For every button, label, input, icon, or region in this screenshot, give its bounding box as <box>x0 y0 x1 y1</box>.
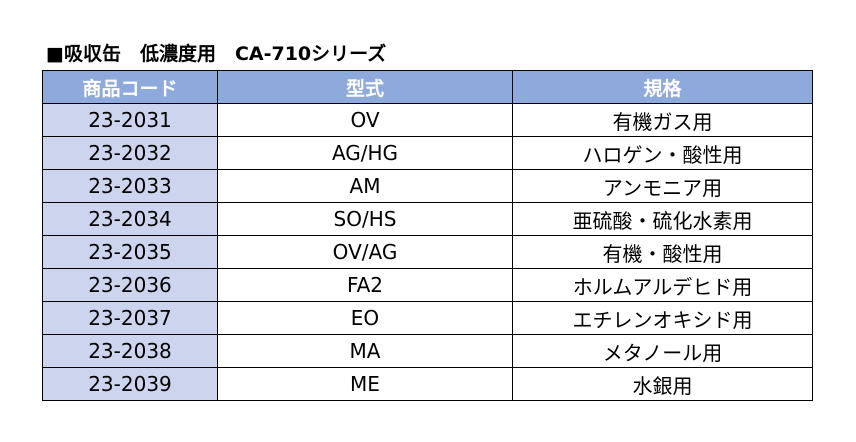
header-product-code: 商品コード <box>42 70 218 104</box>
model-cell: MA <box>217 334 513 368</box>
spec-cell: メタノール用 <box>512 334 813 368</box>
product-code-cell: 23-2033 <box>42 169 218 203</box>
spec-cell: アンモニア用 <box>512 169 813 203</box>
table-row: 23-2032 AG/HG ハロゲン・酸性用 <box>42 136 813 170</box>
table-row: 23-2035 OV/AG 有機・酸性用 <box>42 235 813 269</box>
table-row: 23-2039 ME 水銀用 <box>42 367 813 401</box>
table-row: 23-2034 SO/HS 亜硫酸・硫化水素用 <box>42 202 813 236</box>
product-code-cell: 23-2036 <box>42 268 218 302</box>
product-table: 商品コード 型式 規格 23-2031 OV 有機ガス用 23-2032 AG/… <box>42 70 813 401</box>
table-row: 23-2038 MA メタノール用 <box>42 334 813 368</box>
model-cell: AG/HG <box>217 136 513 170</box>
product-code-cell: 23-2032 <box>42 136 218 170</box>
table-row: 23-2036 FA2 ホルムアルデヒド用 <box>42 268 813 302</box>
product-code-cell: 23-2038 <box>42 334 218 368</box>
product-code-cell: 23-2037 <box>42 301 218 335</box>
spec-cell: ホルムアルデヒド用 <box>512 268 813 302</box>
product-code-cell: 23-2034 <box>42 202 218 236</box>
model-cell: OV/AG <box>217 235 513 269</box>
table-row: 23-2037 EO エチレンオキシド用 <box>42 301 813 335</box>
model-cell: AM <box>217 169 513 203</box>
header-spec: 規格 <box>512 70 813 104</box>
product-code-cell: 23-2031 <box>42 103 218 137</box>
product-code-cell: 23-2039 <box>42 367 218 401</box>
spec-cell: 亜硫酸・硫化水素用 <box>512 202 813 236</box>
spec-cell: 有機ガス用 <box>512 103 813 137</box>
model-cell: EO <box>217 301 513 335</box>
page-title: ■吸収缶 低濃度用 CA-710シリーズ <box>46 43 387 65</box>
table-row: 23-2031 OV 有機ガス用 <box>42 103 813 137</box>
spec-cell: ハロゲン・酸性用 <box>512 136 813 170</box>
product-code-cell: 23-2035 <box>42 235 218 269</box>
model-cell: SO/HS <box>217 202 513 236</box>
model-cell: FA2 <box>217 268 513 302</box>
spec-cell: エチレンオキシド用 <box>512 301 813 335</box>
header-model: 型式 <box>217 70 513 104</box>
spec-cell: 有機・酸性用 <box>512 235 813 269</box>
table-row: 23-2033 AM アンモニア用 <box>42 169 813 203</box>
model-cell: OV <box>217 103 513 137</box>
model-cell: ME <box>217 367 513 401</box>
table-header-row: 商品コード 型式 規格 <box>42 70 813 104</box>
spec-cell: 水銀用 <box>512 367 813 401</box>
